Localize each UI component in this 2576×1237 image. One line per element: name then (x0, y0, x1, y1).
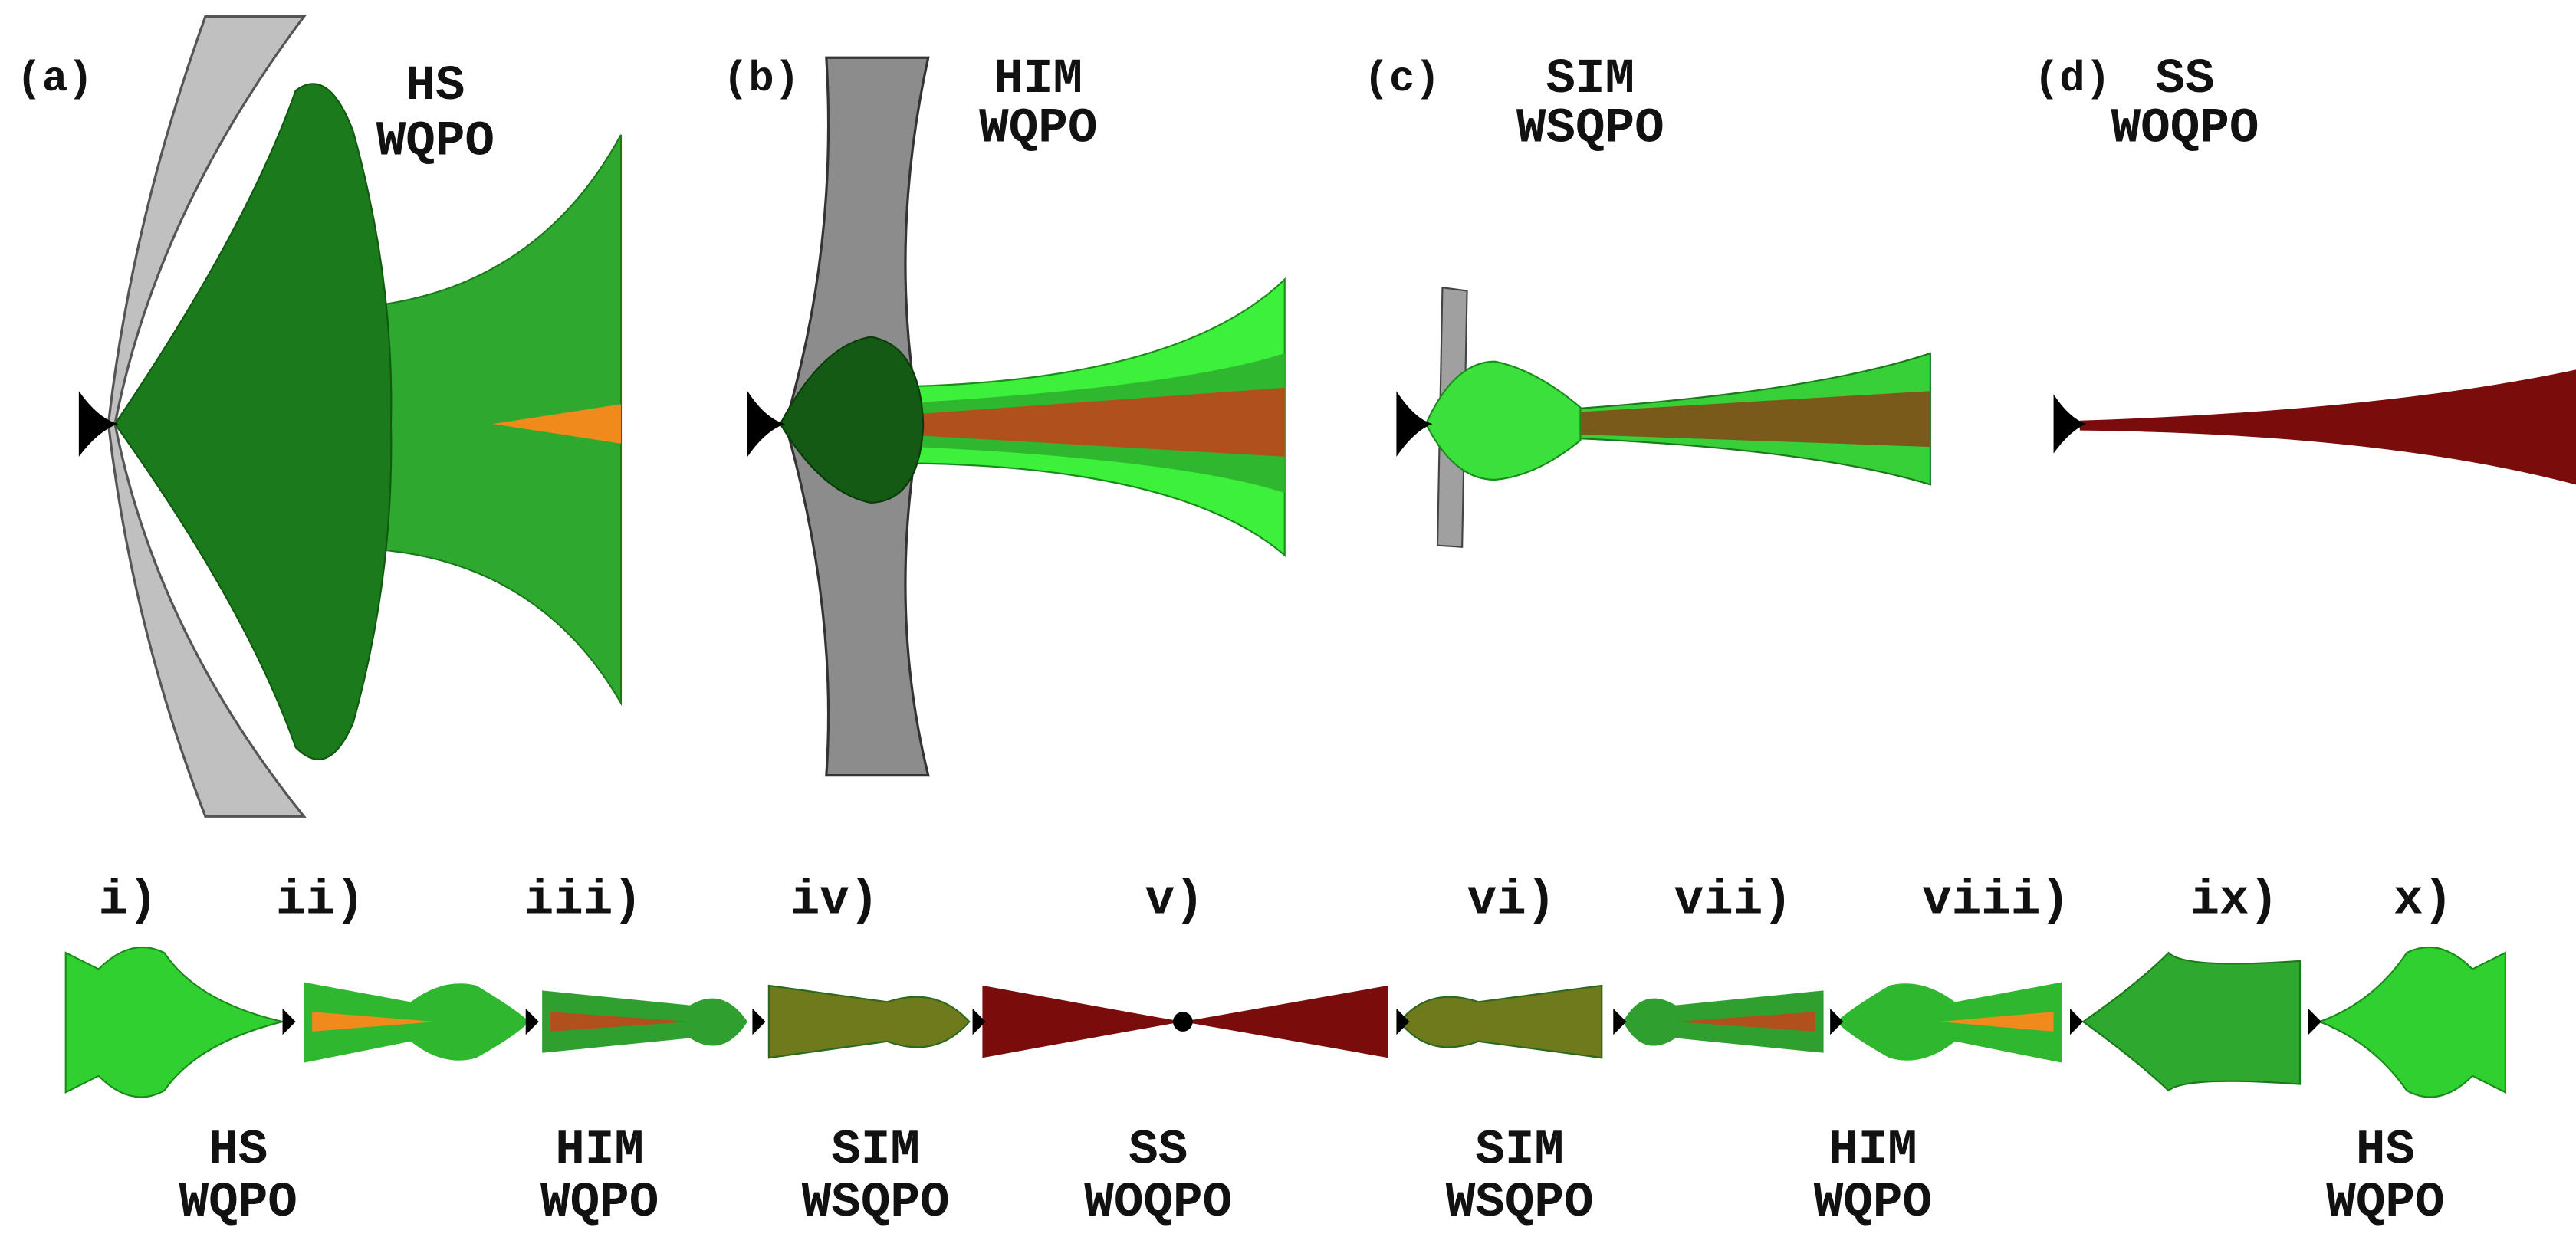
sequence-marker: v) (1145, 873, 1204, 929)
sequence-marker: iv) (790, 873, 879, 929)
state-shape (2083, 953, 2300, 1091)
sequence-marker: i) (99, 873, 158, 929)
state-label: SIM (1475, 1122, 1564, 1178)
qpo-label: WSQPO (802, 1175, 950, 1231)
state-label: SIM (1546, 51, 1635, 107)
panel-b (748, 57, 1285, 775)
qpo-label: WQPO (179, 1175, 297, 1231)
jet (2080, 369, 2576, 484)
panel-a (79, 17, 621, 817)
panel-d (2054, 369, 2576, 484)
qpo-label: WQPO (979, 100, 1097, 156)
sequence-marker: x) (2394, 873, 2453, 929)
qpo-label: WQPO (2326, 1175, 2444, 1231)
qpo-label: WQPO (376, 114, 495, 170)
nozzle (2308, 1009, 2321, 1035)
sequence-marker: viii) (1922, 873, 2070, 929)
nozzle (1830, 1009, 1843, 1035)
nozzle (752, 1009, 765, 1035)
qpo-label: WSQPO (1516, 100, 1664, 156)
state-dot (1173, 1012, 1193, 1032)
sequence-marker: vi) (1467, 873, 1556, 929)
sequence-marker: ix) (2190, 873, 2279, 929)
sequence-marker: ii) (276, 873, 365, 929)
state-shape (2320, 947, 2505, 1098)
nozzle (2070, 1009, 2083, 1035)
page: (a) HS WQPO (b) HIM WQPO (c) SIM WSQPO (… (0, 0, 2576, 1237)
sequence-marker: vii) (1674, 873, 1792, 929)
state-label: HIM (555, 1122, 644, 1178)
state-label: SS (2155, 51, 2214, 107)
nozzle (2054, 395, 2087, 454)
qpo-label: WQPO (1814, 1175, 1932, 1231)
panel-label: (c) (1364, 55, 1441, 103)
nozzle (526, 1009, 539, 1035)
nozzle (1613, 1009, 1626, 1035)
state-label: SS (1129, 1122, 1188, 1178)
qpo-label: WQPO (540, 1175, 659, 1231)
panel-label: (d) (2034, 55, 2111, 103)
nozzle (1396, 391, 1432, 457)
state-label: SIM (831, 1122, 920, 1178)
panel-c (1396, 287, 1930, 547)
sequence-marker: iii) (524, 873, 642, 929)
state-label: HS (2356, 1122, 2415, 1178)
state-label: HIM (994, 51, 1083, 107)
state-shape (1400, 986, 1602, 1058)
nozzle (283, 1009, 296, 1035)
nozzle (748, 391, 785, 457)
state-label: HS (406, 58, 465, 114)
state-label: HS (209, 1122, 268, 1178)
qpo-label: WOQPO (1084, 1175, 1232, 1231)
diagram: (a) HS WQPO (b) HIM WQPO (c) SIM WSQPO (… (0, 0, 2576, 1237)
sequence (66, 947, 2505, 1098)
panel-label: (a) (16, 55, 93, 103)
state-shape (66, 947, 283, 1098)
state-shape (769, 986, 969, 1058)
qpo-label: WOQPO (2111, 100, 2259, 156)
panel-label: (b) (723, 55, 800, 103)
state-label: HIM (1829, 1122, 1917, 1178)
qpo-label: WSQPO (1446, 1175, 1594, 1231)
